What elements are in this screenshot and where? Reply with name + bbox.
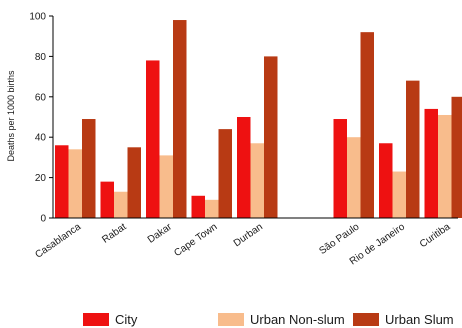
legend-swatch — [83, 312, 109, 326]
bar — [55, 145, 69, 218]
y-tick-label: 60 — [35, 92, 47, 103]
legend-swatch — [353, 312, 379, 326]
x-tick-label: Casablanca — [33, 221, 83, 261]
legend-label: Urban Slum — [385, 311, 454, 327]
legend-label: City — [115, 311, 138, 327]
bar — [100, 181, 114, 218]
bar — [392, 171, 406, 218]
x-tick-label: São Paulo — [317, 221, 361, 257]
bar — [82, 119, 96, 218]
y-tick-label: 100 — [29, 12, 46, 23]
legend-label: Urban Non-slum — [250, 311, 345, 327]
y-axis-title: Deaths per 1000 births — [6, 70, 16, 162]
legend-swatch — [218, 312, 244, 326]
bar — [114, 191, 128, 218]
bar — [264, 56, 278, 219]
bar — [173, 20, 187, 219]
bar — [237, 117, 251, 218]
x-tick-label: Dakar — [146, 221, 175, 246]
bar — [68, 149, 82, 218]
bar — [218, 129, 232, 218]
bar — [250, 143, 264, 218]
bar — [127, 147, 141, 218]
bar — [406, 80, 420, 218]
y-tick-label: 20 — [35, 173, 47, 184]
bar — [451, 96, 462, 218]
x-tick-label: Rabat — [100, 221, 128, 245]
x-tick-label: Cape Town — [172, 221, 219, 259]
bar — [191, 195, 205, 218]
bar-chart: Deaths per 1000 births 0 20 40 60 80 100 Casa… — [6, 12, 462, 267]
bar — [146, 60, 160, 218]
bar — [424, 108, 438, 218]
y-tick-label: 80 — [35, 52, 47, 63]
y-tick-label: 0 — [40, 214, 46, 225]
legend: City Urban Non-slum Urban Slum — [0, 309, 462, 328]
x-tick-label: Curitiba — [418, 221, 453, 250]
y-axis: 0 20 40 60 80 100 — [29, 12, 53, 225]
legend-item: City — [83, 311, 137, 327]
legend-item: Urban Slum — [353, 311, 454, 327]
bar — [360, 32, 374, 218]
bar — [347, 137, 361, 218]
legend-item: Urban Non-slum — [218, 311, 345, 327]
bars — [55, 20, 462, 219]
bar — [333, 119, 347, 218]
bar — [379, 143, 393, 218]
bar — [159, 155, 173, 218]
bar — [438, 114, 452, 218]
bar — [205, 199, 219, 218]
x-tick-label: Durban — [232, 221, 265, 249]
y-tick-label: 40 — [35, 133, 47, 144]
